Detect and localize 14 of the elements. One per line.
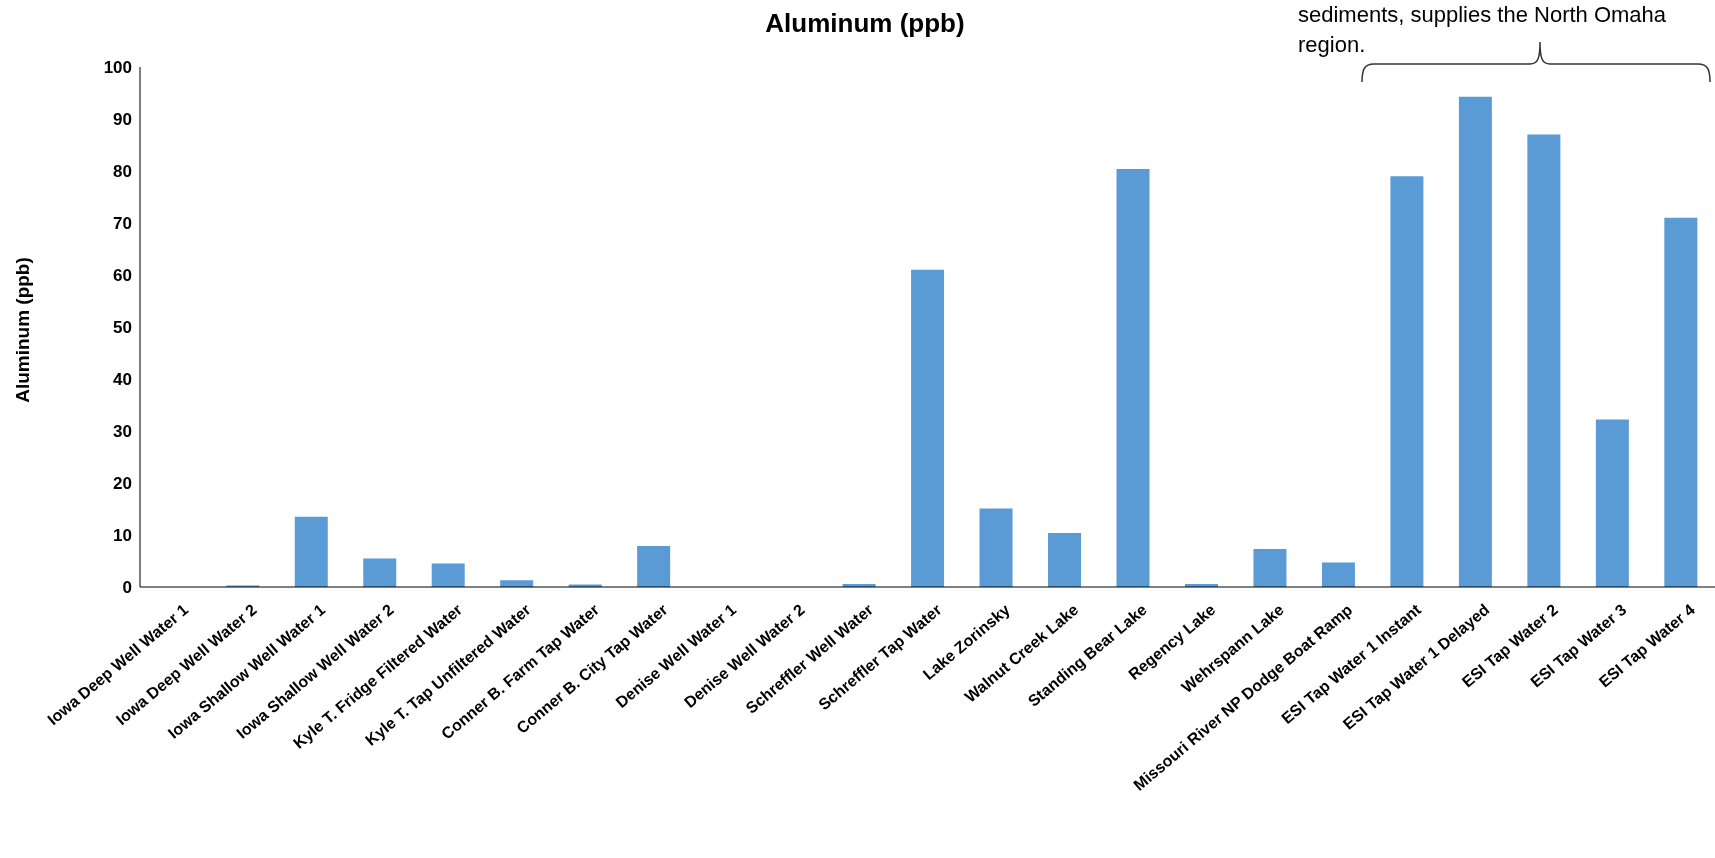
y-tick-label: 80	[113, 162, 132, 182]
y-tick-label: 60	[113, 266, 132, 286]
y-tick-label: 40	[113, 370, 132, 390]
y-tick-label: 30	[113, 422, 132, 442]
y-tick-label: 20	[113, 474, 132, 494]
y-tick-label: 50	[113, 318, 132, 338]
y-axis-title: Aluminum (ppb)	[12, 256, 34, 405]
y-tick-label: 0	[122, 578, 132, 598]
y-tick-label: 100	[103, 58, 132, 78]
text: sediments, supplies the North Omaha region.	[1298, 1, 1668, 59]
chart-title: Aluminum (ppb)	[765, 8, 965, 38]
y-tick-label: 70	[113, 214, 132, 234]
y-tick-label: 90	[113, 110, 132, 130]
y-tick-label: 10	[113, 526, 132, 546]
